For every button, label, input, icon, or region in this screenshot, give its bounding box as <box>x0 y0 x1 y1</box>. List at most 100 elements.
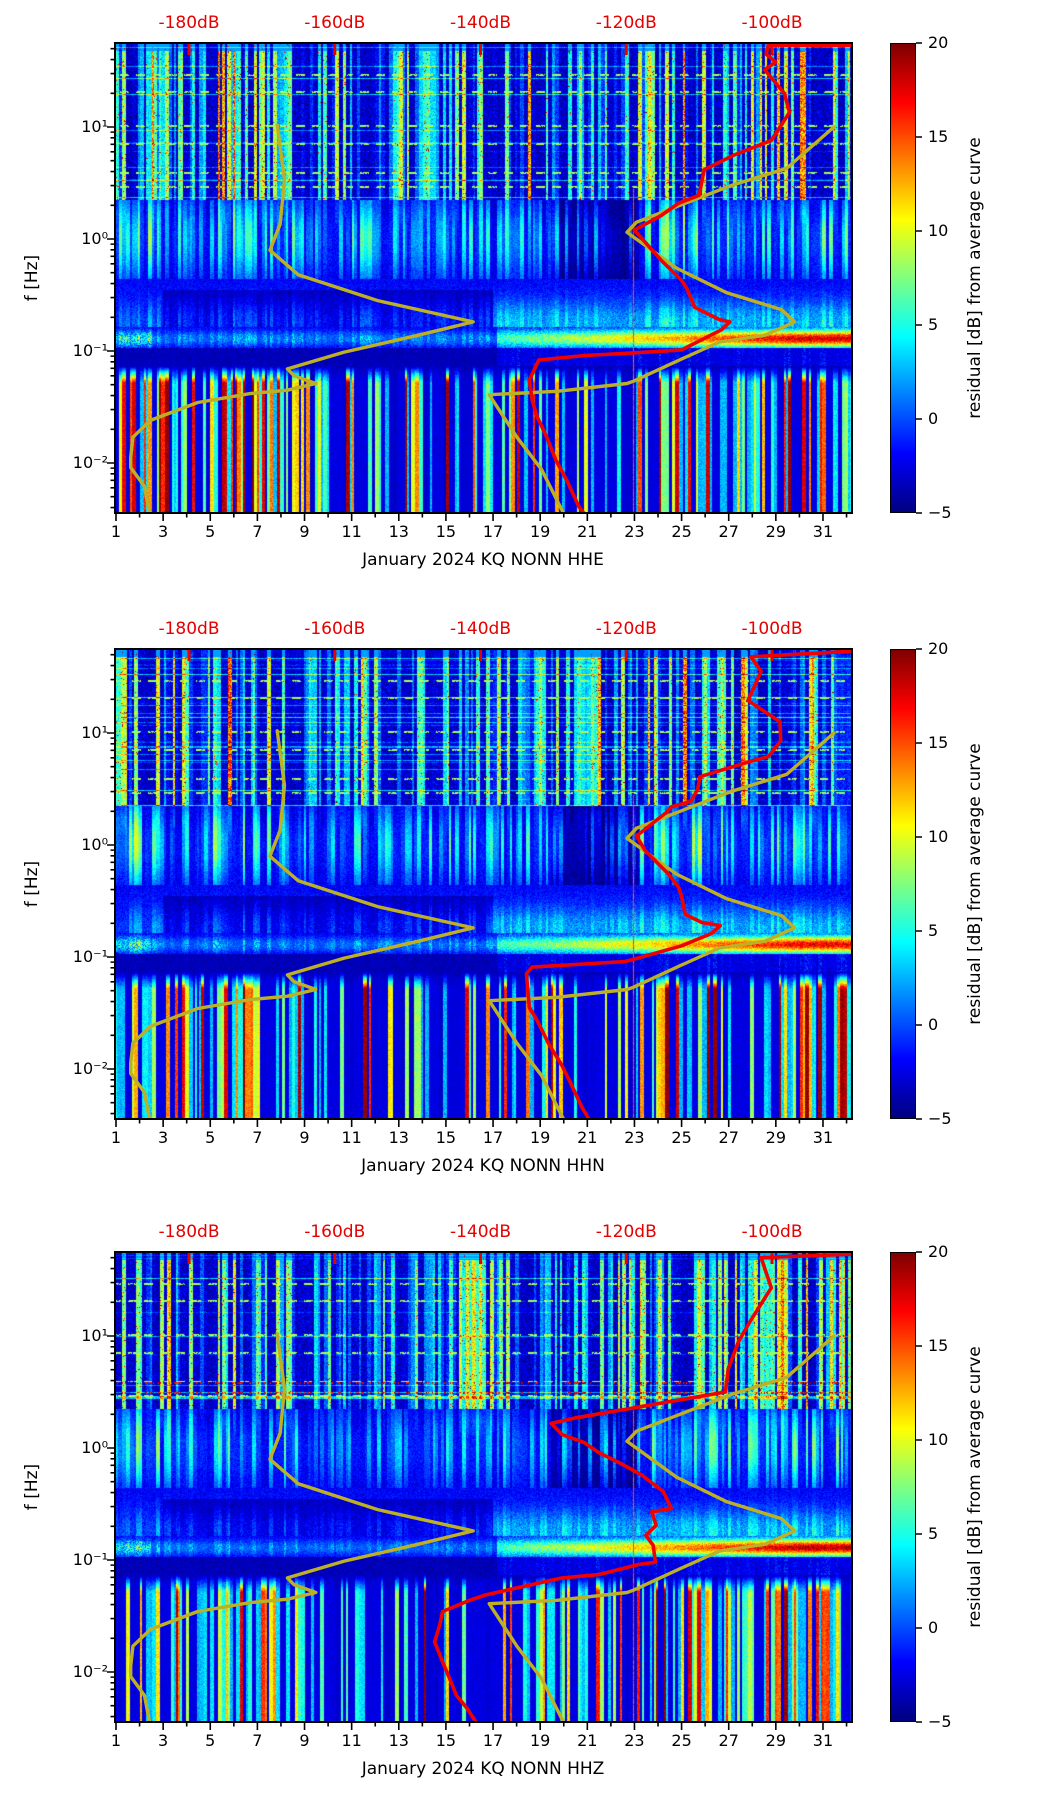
x-tick-label: 27 <box>718 1128 739 1147</box>
y-tick-label: 10¹ <box>81 117 108 136</box>
x-tick-label: 5 <box>205 1731 216 1750</box>
x-tick-label: 9 <box>299 1731 310 1750</box>
colorbar-label-hhe: residual [dB] from average curve <box>965 137 985 419</box>
x-tick-label: 3 <box>158 1128 169 1147</box>
x-tick-label: 19 <box>530 522 551 541</box>
colorbar-hhz <box>890 1252 916 1722</box>
x-tick-label: 15 <box>435 522 457 541</box>
x-tick-label: 27 <box>718 522 739 541</box>
x-tick-label: 11 <box>341 522 362 541</box>
colorbar-tick-label: 15 <box>928 1336 949 1355</box>
panel-title-hhe: January 2024 KQ NONN HHE <box>362 550 604 570</box>
x-tick-label: 5 <box>205 1128 216 1147</box>
panel-title-hhz: January 2024 KQ NONN HHZ <box>361 1759 605 1779</box>
x-tick-label: 3 <box>158 522 169 541</box>
x-tick-label: 9 <box>299 1128 310 1147</box>
y-tick-label: 10¹ <box>81 1326 108 1345</box>
x-tick-label: 7 <box>252 1731 263 1750</box>
top-axis-db-label: -180dB <box>158 1222 220 1242</box>
y-tick-label: 10⁻¹ <box>72 1550 108 1569</box>
colorbar-hhe <box>890 43 916 513</box>
x-tick-label: 25 <box>671 1731 692 1750</box>
y-tick-label: 10¹ <box>81 723 108 742</box>
y-tick-label: 10⁰ <box>81 835 108 854</box>
x-tick-label: 1 <box>110 522 122 541</box>
colorbar-tick-label: 0 <box>928 1618 939 1637</box>
top-axis-db-label: -140dB <box>449 13 512 33</box>
x-tick-label: 9 <box>299 522 310 541</box>
x-tick-label: 19 <box>530 1731 551 1750</box>
x-tick-label: 23 <box>624 1128 645 1147</box>
colorbar-tick-label: 0 <box>928 1015 939 1034</box>
colorbar-hhn <box>890 649 916 1119</box>
x-tick-label: 21 <box>577 1731 598 1750</box>
colorbar-tick-label: 10 <box>928 1430 949 1449</box>
spectrogram-canvas-hhz <box>115 1252 852 1722</box>
top-axis-db-label: -120dB <box>595 1222 657 1242</box>
top-axis-db-label: -100dB <box>741 619 803 639</box>
y-tick-label: 10⁻² <box>72 453 108 472</box>
top-axis-db-label: -140dB <box>449 1222 512 1242</box>
x-tick-label: 7 <box>252 522 263 541</box>
x-tick-label: 17 <box>482 1128 504 1147</box>
panel-title-hhn: January 2024 KQ NONN HHN <box>361 1156 605 1176</box>
x-tick-label: 29 <box>765 522 787 541</box>
top-axis-db-label: -180dB <box>158 619 220 639</box>
x-tick-label: 29 <box>765 1128 787 1147</box>
colorbar-tick-label: 20 <box>928 639 949 658</box>
x-tick-label: 15 <box>435 1731 457 1750</box>
top-axis-db-label: -180dB <box>158 13 220 33</box>
x-tick-label: 31 <box>812 1128 834 1147</box>
colorbar-label-hhn: residual [dB] from average curve <box>965 743 985 1025</box>
y-tick-label: 10⁻¹ <box>72 947 108 966</box>
x-tick-label: 25 <box>671 522 692 541</box>
y-axis-label-hhz: f [Hz] <box>22 1463 42 1511</box>
x-tick-label: 13 <box>388 1128 409 1147</box>
x-tick-label: 27 <box>718 1731 739 1750</box>
top-axis-db-label: -120dB <box>595 619 657 639</box>
x-tick-label: 23 <box>624 1731 645 1750</box>
colorbar-tick-label: 10 <box>928 221 949 240</box>
colorbar-tick-label: 5 <box>928 921 939 940</box>
top-axis-db-label: -100dB <box>741 13 803 33</box>
top-axis-db-label: -160dB <box>304 1222 366 1242</box>
x-tick-label: 21 <box>577 522 598 541</box>
colorbar-tick-label: 5 <box>928 1524 939 1543</box>
x-tick-label: 11 <box>341 1128 362 1147</box>
colorbar-tick-label: −5 <box>928 1712 952 1731</box>
colorbar-tick-label: 5 <box>928 315 939 334</box>
x-tick-label: 31 <box>812 1731 834 1750</box>
top-axis-db-label: -100dB <box>741 1222 803 1242</box>
x-tick-label: 15 <box>435 1128 457 1147</box>
y-tick-label: 10⁻² <box>72 1662 108 1681</box>
y-axis-label-hhe: f [Hz] <box>22 254 42 302</box>
spectrogram-canvas-hhe <box>115 43 852 513</box>
x-tick-label: 7 <box>252 1128 263 1147</box>
x-tick-label: 29 <box>765 1731 787 1750</box>
colorbar-tick-label: 10 <box>928 827 949 846</box>
x-tick-label: 5 <box>205 522 216 541</box>
x-tick-label: 19 <box>530 1128 551 1147</box>
colorbar-label-hhz: residual [dB] from average curve <box>965 1346 985 1628</box>
colorbar-tick-label: 15 <box>928 733 949 752</box>
x-tick-label: 13 <box>388 522 409 541</box>
y-tick-label: 10⁻¹ <box>72 341 108 360</box>
x-tick-label: 1 <box>110 1128 122 1147</box>
y-axis-label-hhn: f [Hz] <box>22 860 42 908</box>
y-tick-label: 10⁰ <box>81 1438 108 1457</box>
top-axis-db-label: -140dB <box>449 619 512 639</box>
colorbar-tick-label: 0 <box>928 409 939 428</box>
x-tick-label: 31 <box>812 522 834 541</box>
colorbar-tick-label: −5 <box>928 503 952 522</box>
colorbar-tick-label: 15 <box>928 127 949 146</box>
x-tick-label: 17 <box>482 1731 504 1750</box>
top-axis-db-label: -120dB <box>595 13 657 33</box>
top-axis-db-label: -160dB <box>304 13 366 33</box>
colorbar-tick-label: 20 <box>928 33 949 52</box>
x-tick-label: 13 <box>388 1731 409 1750</box>
y-tick-label: 10⁻² <box>72 1059 108 1078</box>
x-tick-label: 11 <box>341 1731 362 1750</box>
x-tick-label: 21 <box>577 1128 598 1147</box>
x-tick-label: 1 <box>110 1731 122 1750</box>
